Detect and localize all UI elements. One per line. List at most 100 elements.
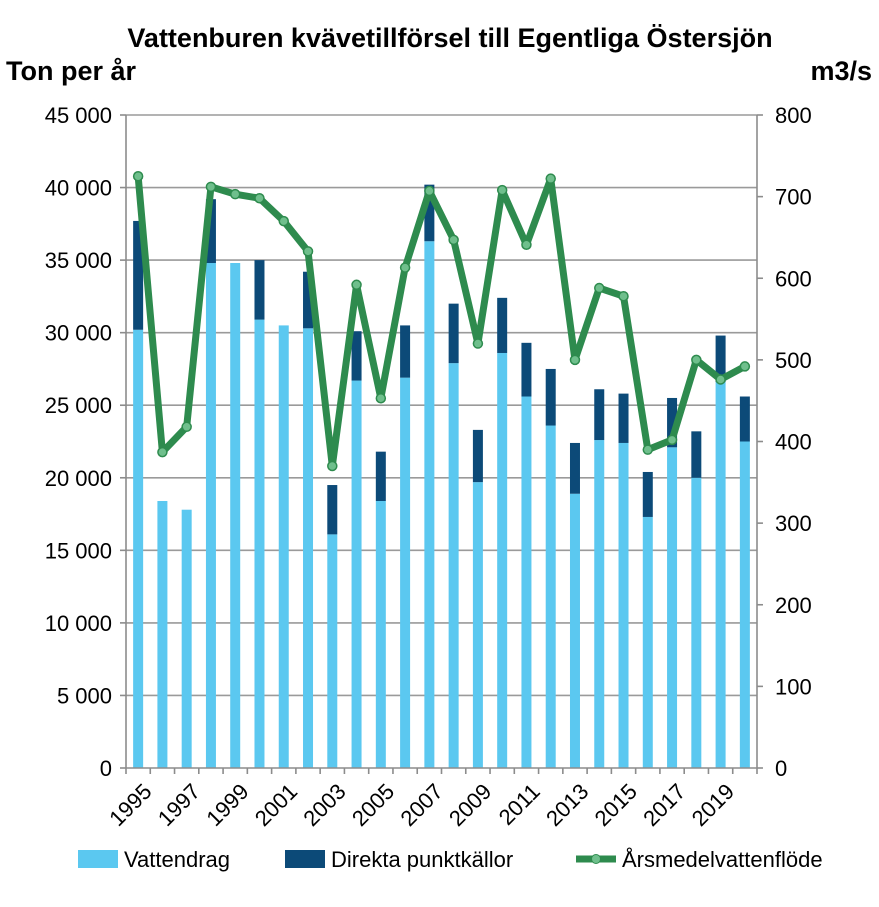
x-tick-label: 2009 (444, 779, 496, 831)
legend-swatch-flode-marker (591, 854, 601, 864)
legend-label-flode: Årsmedelvattenflöde (622, 847, 823, 872)
flow-point (205, 181, 217, 193)
flow-point (399, 262, 411, 273)
flow-point (375, 392, 387, 404)
axes (120, 114, 763, 774)
left-tick-label: 35 000 (45, 248, 112, 273)
flow-point (132, 170, 144, 182)
x-tick-label: 2019 (687, 779, 739, 831)
bar-punktkallor (545, 368, 556, 426)
gridlines (126, 114, 757, 697)
flow-point (666, 434, 678, 446)
right-tick-label: 500 (775, 348, 812, 373)
flow-point (618, 290, 629, 302)
flow-point (157, 446, 168, 458)
flow-point (327, 460, 338, 472)
bar-punktkallor (375, 451, 386, 501)
x-tick-label: 2007 (395, 779, 447, 831)
bar-vattendrag (375, 500, 386, 768)
x-tick-label: 2013 (541, 779, 593, 831)
left-tick-label: 40 000 (45, 176, 112, 201)
left-tick-label: 15 000 (45, 538, 112, 563)
bar-punktkallor (254, 260, 265, 320)
bars (133, 184, 750, 768)
bar-punktkallor (691, 431, 702, 478)
flow-point (278, 215, 289, 227)
flow-point (569, 354, 581, 366)
right-axis-label: m3/s (810, 56, 872, 86)
bar-punktkallor (351, 331, 362, 381)
left-tick-label: 45 000 (45, 103, 112, 128)
bar-punktkallor (569, 442, 580, 494)
flow-point (448, 234, 459, 246)
bar-vattendrag (715, 382, 726, 768)
bar-vattendrag (181, 509, 192, 768)
flow-point (594, 282, 605, 294)
chart-title: Vattenburen kvävetillförsel till Egentli… (127, 23, 772, 53)
flow-point (642, 444, 654, 455)
flow-point (351, 279, 362, 291)
bar-vattendrag (448, 363, 459, 768)
legend-swatch-vattendrag (78, 850, 118, 868)
bar-vattendrag (618, 442, 629, 768)
left-tick-label: 25 000 (45, 393, 112, 418)
left-tick-label: 5 000 (57, 683, 112, 708)
bar-punktkallor (303, 271, 314, 329)
left-tick-label: 20 000 (45, 466, 112, 491)
bar-vattendrag (400, 377, 411, 768)
bar-vattendrag (254, 319, 265, 768)
flow-point (691, 354, 702, 366)
left-axis-label: Ton per år (6, 56, 137, 86)
flow-line (132, 170, 751, 472)
right-tick-label: 0 (775, 756, 787, 781)
right-tick-label: 700 (775, 185, 812, 210)
bar-punktkallor (521, 342, 532, 397)
flow-point (739, 361, 751, 372)
bar-punktkallor (667, 397, 678, 448)
legend-label-vattendrag: Vattendrag (124, 847, 230, 872)
flow-point (181, 421, 192, 433)
bar-punktkallor (618, 393, 629, 443)
x-tick-label: 1997 (153, 779, 205, 831)
x-tick-label: 2003 (298, 779, 350, 831)
flow-point (229, 188, 241, 200)
bar-vattendrag (642, 516, 653, 768)
bar-vattendrag (667, 447, 678, 768)
flow-point (472, 338, 484, 349)
legend-label-punktkallor: Direkta punktkällor (331, 847, 513, 872)
bar-punktkallor (400, 325, 411, 378)
bar-punktkallor (497, 297, 508, 353)
bar-vattendrag (303, 328, 314, 768)
right-tick-label: 400 (775, 430, 812, 455)
flow-point (545, 173, 556, 184)
bar-vattendrag (691, 477, 702, 768)
legend: Vattendrag Direkta punktkällor Årsmedelv… (78, 847, 823, 872)
left-tick-label: 30 000 (45, 321, 112, 346)
right-tick-label: 300 (775, 511, 812, 536)
bar-punktkallor (327, 485, 338, 535)
right-tick-label: 800 (775, 103, 812, 128)
right-tick-label: 600 (775, 266, 812, 291)
x-tick-label: 2005 (347, 779, 399, 831)
bar-vattendrag (424, 241, 435, 768)
x-tick-label: 2015 (590, 779, 642, 831)
bar-vattendrag (133, 329, 144, 768)
flow-point (521, 239, 532, 251)
bar-punktkallor (472, 429, 483, 483)
x-tick-label: 2011 (494, 779, 545, 830)
bar-vattendrag (497, 352, 508, 768)
bar-vattendrag (739, 441, 750, 768)
bar-punktkallor (715, 335, 726, 383)
flow-point (496, 184, 508, 196)
bar-vattendrag (545, 425, 556, 768)
bar-vattendrag (327, 534, 338, 768)
bar-punktkallor (133, 220, 144, 330)
bar-vattendrag (157, 500, 168, 768)
bar-vattendrag (521, 396, 532, 768)
flow-point (302, 246, 314, 257)
bar-vattendrag (594, 440, 605, 768)
left-tick-label: 10 000 (45, 611, 112, 636)
bar-vattendrag (351, 380, 362, 768)
bar-vattendrag (278, 325, 289, 768)
